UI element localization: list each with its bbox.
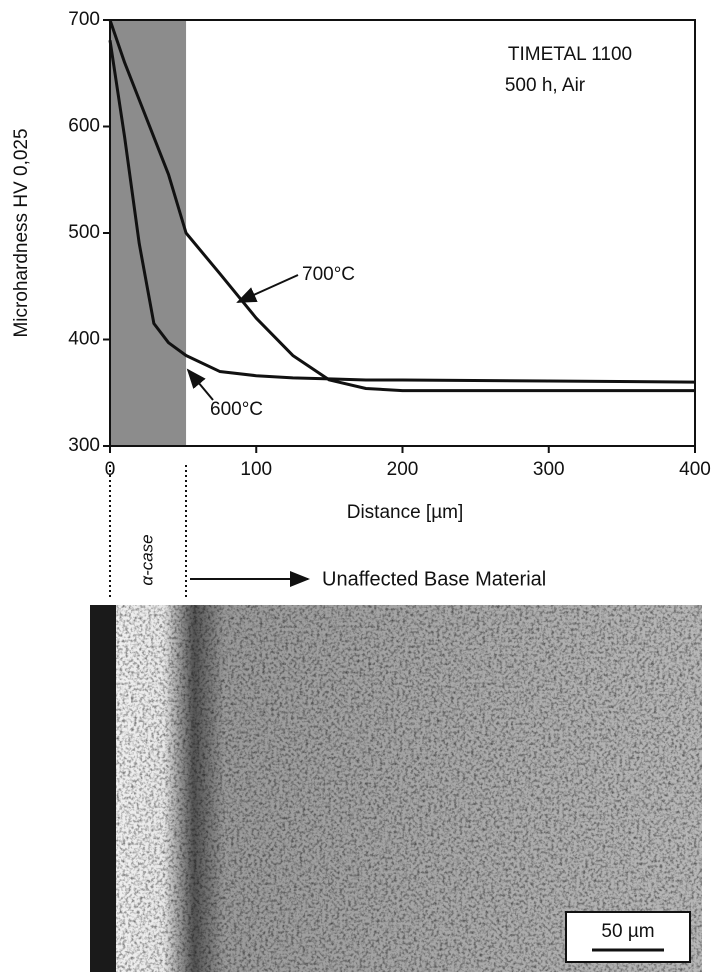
y-tick-label: 600 [68,116,100,137]
micrograph-texture [90,605,702,972]
x-tick-label: 300 [533,459,565,480]
y-tick-label: 700 [68,9,100,30]
series-label: 600°C [210,399,263,420]
curve [108,40,696,384]
zone-label: α-case [137,534,156,585]
y-axis-label: Microhardness HV 0,025 [11,128,32,337]
x-tick-label: 0 [105,459,116,480]
y-tick-label: 300 [68,435,100,456]
arrow [186,368,214,401]
series-label: 700°C [302,264,355,285]
annotation: 500 h, Air [505,75,586,96]
y-tick-label: 400 [68,329,100,350]
arrow [236,274,299,303]
annotation: TIMETAL 1100 [508,44,632,65]
oxide-layer [90,605,116,972]
scale-label: 50 µm [601,921,654,942]
plot: 300 400 500 600 700 0 100 200 300 400 [68,9,711,480]
x-axis-label: Distance [µm] [347,502,464,523]
curve [108,19,695,393]
shaded-region [110,20,187,446]
plot-frame [109,19,696,447]
scale-box [565,911,691,963]
x-tick-label: 200 [387,459,419,480]
y-tick-label: 500 [68,222,100,243]
base-label: Unaffected Base Material [322,568,546,590]
x-tick-label: 400 [679,459,711,480]
x-tick-label: 100 [240,459,272,480]
